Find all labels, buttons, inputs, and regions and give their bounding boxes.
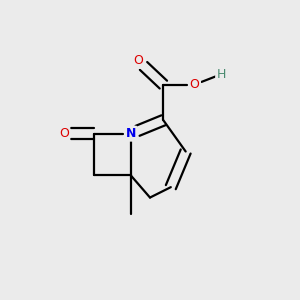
Text: O: O xyxy=(190,78,200,91)
Text: N: N xyxy=(125,127,136,140)
Text: H: H xyxy=(217,68,226,81)
Text: O: O xyxy=(59,127,69,140)
Text: O: O xyxy=(133,54,143,67)
